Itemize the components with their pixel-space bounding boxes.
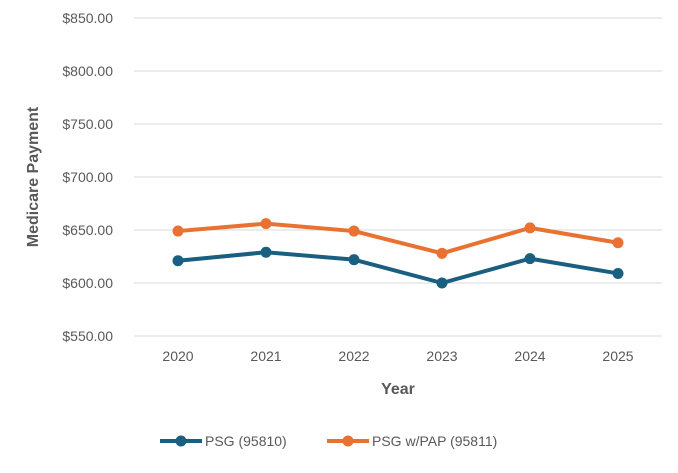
y-tick-label: $700.00 [62,169,113,185]
y-tick-label: $800.00 [62,63,113,79]
x-tick-label: 2023 [426,348,457,364]
y-tick-label: $650.00 [62,222,113,238]
data-point [612,267,624,279]
legend-label: PSG (95810) [205,433,287,449]
data-point [260,246,272,258]
y-axis-label: Medicare Payment [25,106,42,247]
x-tick-label: 2021 [250,348,281,364]
series-line [177,250,619,285]
data-point [348,225,360,237]
y-tick-label: $600.00 [62,275,113,291]
y-tick-label: $550.00 [62,328,113,344]
data-point [436,247,448,259]
legend-marker [175,435,187,447]
y-tick-label: $750.00 [62,116,113,132]
data-point [436,277,448,289]
series-line [177,221,619,256]
data-point [612,237,624,249]
x-tick-label: 2024 [514,348,545,364]
data-point [172,255,184,267]
data-point [172,225,184,237]
data-point [524,253,536,265]
data-point [260,218,272,230]
data-point [348,254,360,266]
x-axis-label: Year [381,381,415,398]
legend-label: PSG w/PAP (95811) [372,433,497,449]
y-tick-label: $850.00 [62,10,113,26]
x-tick-label: 2020 [162,348,193,364]
x-tick-label: 2022 [338,348,369,364]
legend-marker [342,435,354,447]
data-point [524,222,536,234]
x-tick-label: 2025 [602,348,633,364]
